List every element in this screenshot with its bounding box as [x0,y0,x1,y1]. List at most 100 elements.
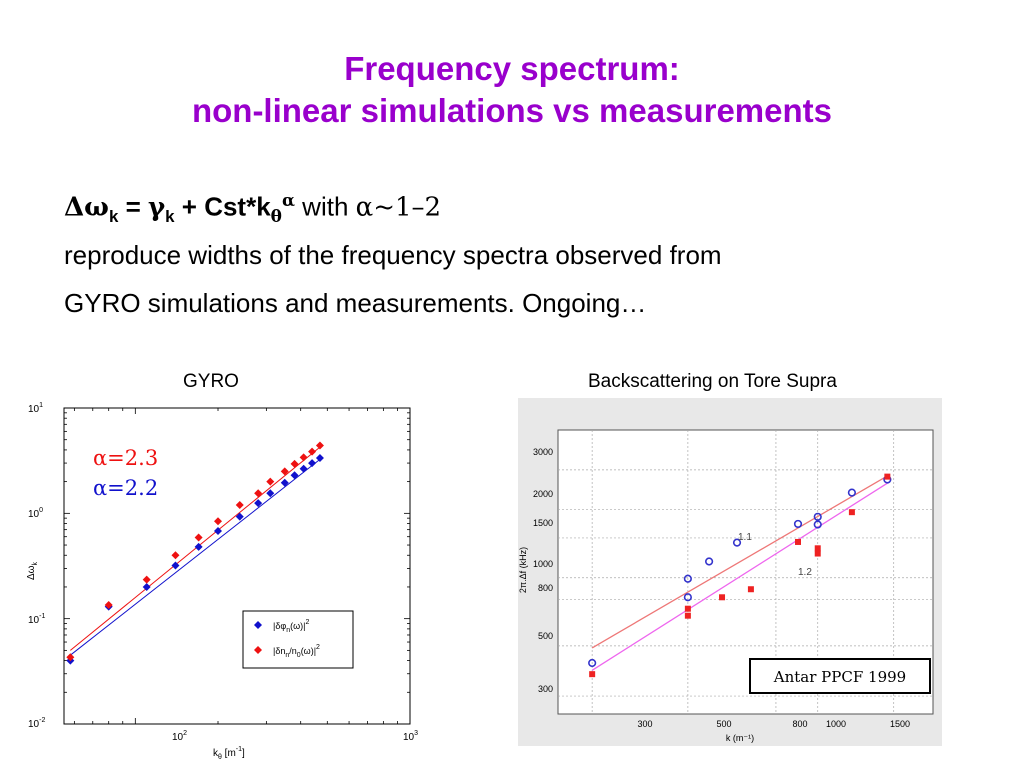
eq-lhs-subscript: k [108,206,119,226]
equation-line: Δωk = γk + Cst*kθα with α~1–2 [64,190,441,227]
ts-point-square [794,538,801,545]
eq-gamma: γ [147,192,166,223]
ts-xtick-500: 500 [716,719,731,729]
gyro-plot-frame [63,407,411,725]
gyro-point-red [194,533,203,542]
ts-point-square [589,671,596,678]
ts-ytick-800: 800 [538,583,553,593]
ts-point-circle [683,574,692,583]
slide-title-line2: non-linear simulations vs measurements [191,92,833,129]
gyro-xlabel: kθ [m-1] [213,746,245,761]
ts-point-square [684,605,691,612]
gyro-point-blue [299,464,308,473]
ts-ytick-300: 300 [538,684,553,694]
ts-ytick-500: 500 [538,631,553,641]
ts-points [588,473,892,678]
eq-with: with [294,191,356,222]
gyro-point-blue [280,478,289,487]
ts-source-text: Antar PPCF 1999 [773,668,906,686]
gyro-point-blue [254,499,263,508]
ts-point-square [848,509,855,516]
ts-point-circle [705,557,714,566]
gyro-point-red [280,467,289,476]
ts-xtick-300: 300 [637,719,652,729]
ts-point-circle [813,512,822,521]
ts-point-square [684,612,691,619]
gyro-annotation-blue: α=2.2 [93,476,158,500]
ts-source-box [749,658,931,694]
tore-supra-chart: 3000 2000 1500 1000 800 500 300 300 500 … [518,398,942,746]
ts-point-square [747,586,754,593]
gyro-fit-lines [70,446,321,656]
gyro-ytick-label-m2: 10-2 [28,717,45,730]
ts-ytick-1500: 1500 [533,518,553,528]
gyro-legend-label-blue: |δφn(ω)|2 [273,619,309,634]
eq-delta-omega: Δω [64,192,109,223]
gyro-point-red [104,600,113,609]
ts-fit-line-square [591,482,888,671]
ts-ytick-1000: 1000 [533,559,553,569]
gyro-points [66,441,324,665]
gyro-point-blue [290,471,299,480]
gyro-xtick-label-3: 103 [403,730,418,743]
ts-fit-line-circle [591,475,888,649]
ts-point-square [814,550,821,557]
gyro-xtick-label-2: 102 [172,730,187,743]
ts-fit-lines [591,475,888,671]
ts-ytick-3000: 3000 [533,447,553,457]
eq-alpha-range: α~1–2 [355,192,442,223]
gyro-ytick-label-0: 100 [28,507,43,520]
eq-equals: = [118,191,148,222]
ts-point-circle [683,593,692,602]
gyro-point-red [171,551,180,560]
ts-xtick-1500: 1500 [890,719,910,729]
slide-title-line1: Frequency spectrum: [344,50,680,87]
slide-title: Frequency spectrum: non-linear simulatio… [0,48,1024,132]
gyro-legend: |δφn(ω)|2 |δnn/n0(ω)|2 [242,610,354,669]
ts-ytick-2000: 2000 [533,489,553,499]
gyro-point-blue [194,542,203,551]
gyro-point-red [266,477,275,486]
eq-exponent: α [281,190,295,210]
ts-xtick-800: 800 [792,719,807,729]
gyro-chart-title: GYRO [183,371,239,392]
gyro-legend-marker-red [254,646,262,654]
ts-xlabel: k (m⁻¹) [726,733,754,743]
gyro-ytick-label-1: 101 [28,402,43,415]
body-line-2: reproduce widths of the frequency spectr… [64,240,722,270]
eq-gamma-subscript: k [165,206,175,226]
ts-point-circle [813,520,822,529]
gyro-point-red [308,447,317,456]
ts-point-circle [588,658,597,668]
gyro-point-blue [235,512,244,521]
ts-tick-labels: 3000 2000 1500 1000 800 500 300 300 500 … [533,447,910,729]
gyro-point-blue [171,561,180,570]
ts-ylabel: 2π.Δf (kHz) [518,547,528,593]
ts-point-square [884,473,891,480]
gyro-point-red [66,653,75,662]
gyro-legend-marker-blue [254,621,262,629]
body-line-3: GYRO simulations and measurements. Ongoi… [64,288,647,318]
gyro-point-red [235,500,244,509]
ts-point-square [814,545,821,552]
ts-xtick-1000: 1000 [826,719,846,729]
gyro-point-blue [308,459,317,468]
gyro-point-red [254,489,263,498]
gyro-point-blue [315,454,324,463]
ts-annotation-1-2: 1.2 [798,567,812,578]
ts-point-square [719,594,726,601]
gyro-point-red [290,459,299,468]
eq-plus-term: + Cst*k [174,191,271,222]
gyro-point-blue [214,526,223,535]
eq-k-subscript: θ [270,205,282,226]
gyro-point-red [315,441,324,450]
gyro-point-red [214,517,223,526]
gyro-legend-label-red: |δnn/n0(ω)|2 [273,644,320,659]
gyro-ticks [64,408,410,725]
gyro-annotation-red: α=2.3 [93,446,158,470]
gyro-point-blue [142,582,151,591]
gyro-legend-box [242,610,354,669]
gyro-chart: 101 100 10-1 10-2 102 103 kθ [m-1] Δωk α… [26,402,418,761]
gyro-point-blue [266,489,275,498]
